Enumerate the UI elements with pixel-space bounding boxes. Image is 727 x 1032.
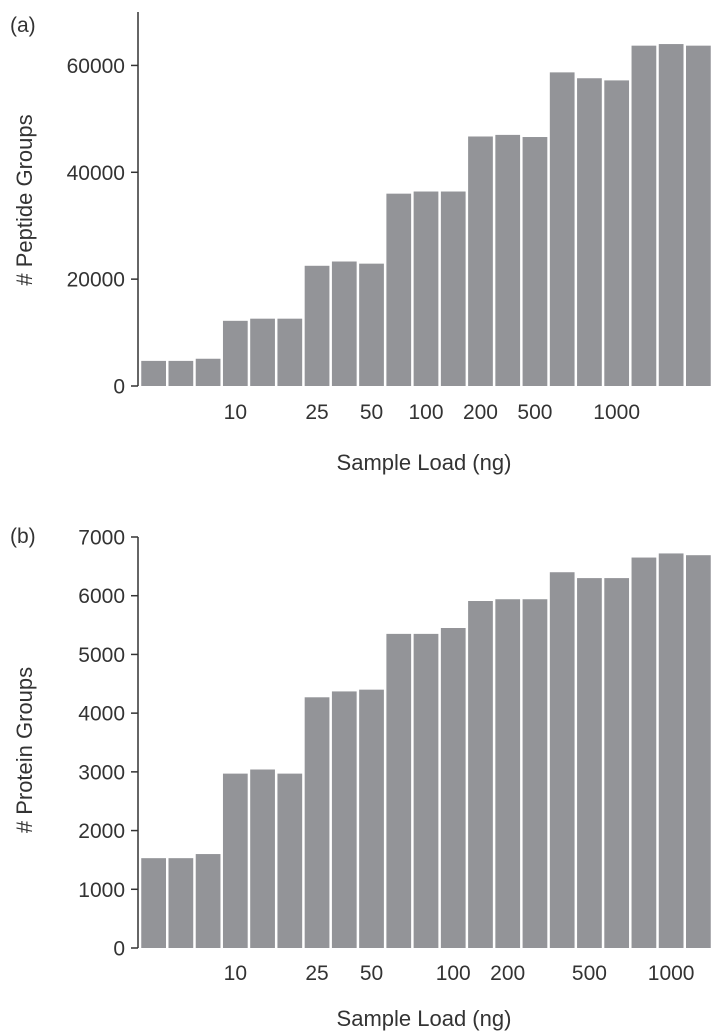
bar: [332, 691, 357, 948]
x-tick-label: 25: [305, 401, 328, 424]
bar: [141, 858, 166, 948]
bar: [577, 78, 602, 386]
x-tick-label: 200: [463, 401, 498, 424]
bars-a: [141, 44, 711, 386]
x-tick-label: 10: [224, 401, 247, 424]
x-tick-label: 1000: [593, 401, 640, 424]
bar: [277, 774, 302, 948]
panel-label-a: (a): [10, 14, 36, 37]
x-tick-label: 10: [224, 962, 247, 985]
bar: [550, 572, 575, 948]
bar: [659, 44, 684, 386]
y-tick-label: 4000: [78, 703, 125, 726]
y-axis-ticks-b: 0 1000 2000 3000 4000 5000 6000 7000: [78, 527, 138, 961]
y-axis-label-a: # Peptide Groups: [12, 114, 37, 285]
bar: [577, 578, 602, 948]
bar: [277, 319, 302, 386]
bars-b: [141, 553, 711, 948]
x-tick-label: 100: [436, 962, 471, 985]
bar: [305, 697, 330, 948]
bar: [468, 601, 493, 948]
y-tick-label: 3000: [78, 761, 125, 784]
bar: [141, 361, 166, 386]
bar: [604, 80, 629, 386]
x-tick-label: 50: [360, 962, 383, 985]
x-tick-label: 500: [572, 962, 607, 985]
x-tick-label: 500: [517, 401, 552, 424]
bar: [414, 192, 439, 386]
bar: [468, 136, 493, 386]
y-tick-label: 7000: [78, 527, 125, 550]
bar: [386, 634, 411, 948]
bar: [359, 690, 384, 948]
bar: [332, 262, 357, 386]
bar: [632, 46, 657, 386]
x-tick-label: 100: [408, 401, 443, 424]
bar: [168, 361, 193, 386]
bar: [523, 599, 548, 948]
x-axis-ticks-a: 10 25 50 100 200 500 1000: [224, 401, 640, 424]
bar: [495, 599, 520, 948]
bar: [305, 266, 330, 386]
x-axis-ticks-b: 10 25 50 100 200 500 1000: [224, 962, 695, 985]
protein-groups-chart: (b) # Protein Groups 0 1000 2000 3000 4000 50…: [10, 525, 711, 1031]
bar: [632, 558, 657, 948]
x-axis-label-a: Sample Load (ng): [337, 450, 512, 475]
bar: [386, 194, 411, 386]
bar: [196, 359, 221, 386]
y-tick-label: 5000: [78, 644, 125, 667]
y-tick-label: 6000: [78, 585, 125, 608]
y-tick-label: 0: [113, 938, 125, 961]
x-tick-label: 50: [360, 401, 383, 424]
y-tick-label: 60000: [67, 55, 125, 78]
y-tick-label: 2000: [78, 820, 125, 843]
peptide-groups-chart: (a) # Peptide Groups 0 20000 40000 60000 10…: [10, 12, 711, 475]
y-tick-label: 20000: [67, 269, 125, 292]
bar: [686, 555, 711, 948]
bar: [168, 858, 193, 948]
bar: [441, 192, 466, 386]
y-tick-label: 40000: [67, 162, 125, 185]
bar: [604, 578, 629, 948]
x-tick-label: 1000: [648, 962, 695, 985]
bar: [250, 770, 275, 948]
x-axis-label-b: Sample Load (ng): [337, 1006, 512, 1031]
y-axis-label-b: # Protein Groups: [12, 667, 37, 833]
bar: [223, 321, 248, 386]
x-tick-label: 200: [490, 962, 525, 985]
bar: [659, 553, 684, 948]
bar: [223, 774, 248, 948]
y-tick-label: 0: [113, 376, 125, 399]
bar: [686, 46, 711, 386]
bar: [523, 137, 548, 386]
panel-label-b: (b): [10, 525, 36, 548]
bar: [359, 264, 384, 386]
bar: [196, 854, 221, 948]
bar: [495, 135, 520, 386]
bar: [414, 634, 439, 948]
y-axis-ticks-a: 0 20000 40000 60000: [67, 55, 138, 399]
bar: [250, 319, 275, 386]
bar: [441, 628, 466, 948]
y-tick-label: 1000: [78, 879, 125, 902]
bar: [550, 72, 575, 386]
x-tick-label: 25: [305, 962, 328, 985]
